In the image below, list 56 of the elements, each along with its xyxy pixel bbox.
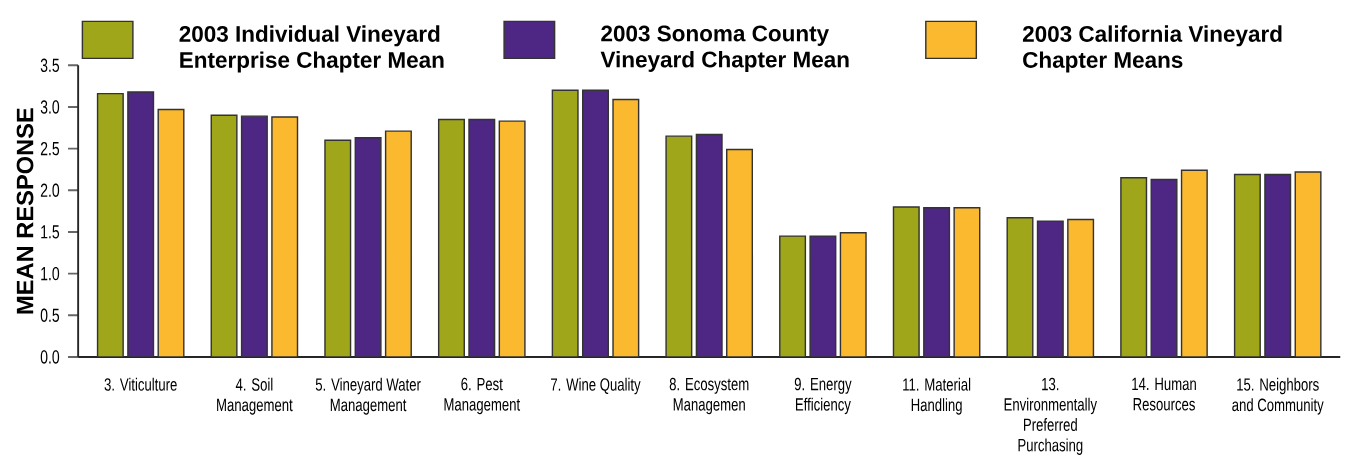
bar bbox=[1067, 218, 1095, 357]
y-tick-label: 3.0 bbox=[40, 100, 60, 114]
y-tick-label: 2.5 bbox=[40, 141, 60, 156]
x-tick-label: 5. Vineyard Water Management bbox=[315, 377, 421, 415]
bar bbox=[210, 114, 238, 357]
x-tick-label: 11. Material Handling bbox=[903, 377, 971, 415]
bar bbox=[354, 137, 382, 357]
bar bbox=[1233, 173, 1261, 357]
y-tick-label: 1.5 bbox=[41, 225, 60, 239]
bar bbox=[468, 118, 496, 357]
y-tick-label: 0.5 bbox=[40, 308, 60, 322]
bar bbox=[1150, 178, 1178, 357]
bar bbox=[839, 232, 867, 357]
x-tick-label: 4. Soil Management bbox=[217, 377, 293, 415]
bar bbox=[779, 235, 807, 357]
bar bbox=[726, 148, 754, 357]
bar bbox=[551, 89, 579, 357]
bar bbox=[271, 116, 299, 357]
bar bbox=[127, 91, 155, 357]
bar bbox=[809, 235, 837, 357]
x-tick-label: 13. Environmentally Preferred Purchasing bbox=[1004, 377, 1097, 455]
x-tick-label: 15. Neighbors and Community bbox=[1232, 377, 1324, 415]
legend-label: 2003 California Vineyard Chapter Means bbox=[1022, 25, 1282, 73]
bar bbox=[1294, 171, 1322, 357]
bar bbox=[240, 115, 268, 357]
x-tick-label: 3. Viticulture bbox=[104, 377, 177, 391]
bar bbox=[384, 130, 412, 357]
y-tick-label: 2.0 bbox=[40, 183, 60, 197]
x-tick-label: 6. Pest Management bbox=[444, 377, 521, 415]
bar bbox=[1264, 173, 1292, 357]
y-axis-title: MEAN RESPONSE bbox=[16, 108, 34, 314]
legend-label: 2003 Individual Vineyard Enterprise Chapter Mean bbox=[179, 25, 444, 73]
bar bbox=[665, 135, 693, 357]
bar bbox=[923, 207, 951, 357]
x-tick-label: 8. Ecosystem Managemen bbox=[669, 377, 749, 415]
bar bbox=[324, 139, 352, 357]
y-tick-label: 0.0 bbox=[40, 350, 60, 364]
x-tick-label: 7. Wine Quality bbox=[551, 377, 641, 395]
y-tick-label: 1.0 bbox=[41, 266, 60, 281]
bar bbox=[437, 118, 465, 357]
bar bbox=[157, 108, 185, 357]
bar bbox=[953, 207, 981, 357]
bar bbox=[581, 89, 609, 357]
x-tick-label: 14. Human Resources bbox=[1132, 377, 1196, 411]
x-tick-label: 9. Energy Efficiency bbox=[794, 377, 852, 415]
y-tick-label: 3.5 bbox=[40, 58, 60, 73]
legend-label: 2003 Sonoma County Vineyard Chapter Mean bbox=[600, 25, 849, 72]
bar bbox=[892, 206, 920, 357]
bar bbox=[498, 120, 526, 357]
bar bbox=[1120, 177, 1148, 357]
bar bbox=[612, 98, 640, 357]
bar bbox=[1036, 220, 1064, 357]
bar bbox=[695, 133, 723, 357]
bar bbox=[1006, 217, 1034, 357]
bar bbox=[1180, 169, 1208, 357]
bar bbox=[96, 92, 124, 357]
